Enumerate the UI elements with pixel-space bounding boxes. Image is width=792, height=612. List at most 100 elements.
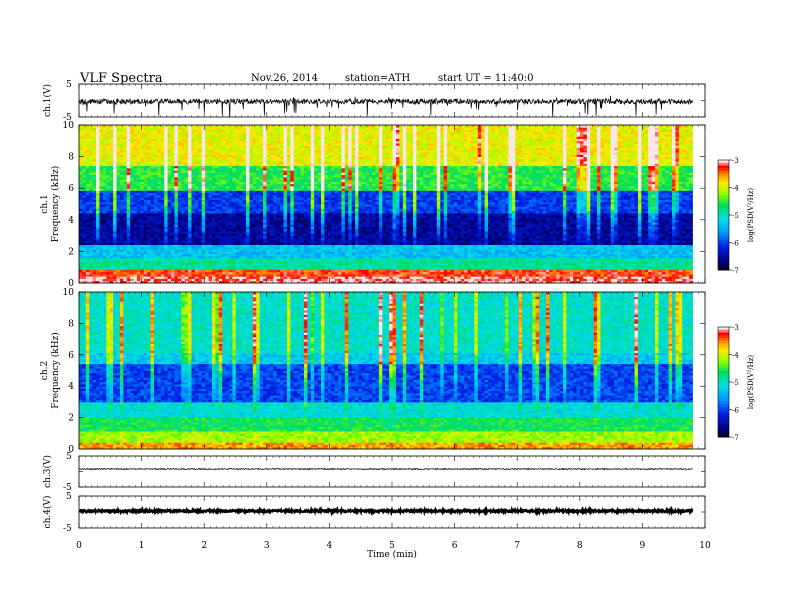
ch1-spectrogram-cell	[419, 273, 424, 277]
ch1-spectrogram-cell	[634, 262, 639, 266]
ch1-spectrogram-cell	[658, 249, 663, 252]
ch1-spectrogram-cell	[539, 246, 543, 250]
ch1-spectrogram-cell	[658, 273, 663, 277]
ch1-spectrogram-cell	[293, 269, 298, 273]
ch1-spectrogram-cell	[286, 278, 291, 282]
ch1-spectrogram-cell	[491, 267, 496, 270]
ch1-spectrogram-cell	[580, 253, 584, 257]
ch1-spectrogram-cell	[89, 267, 94, 270]
ch1-spectrogram-cell	[79, 273, 83, 277]
ch1-spectrogram-cell	[440, 244, 445, 248]
ch1-spectrogram-cell	[358, 242, 363, 246]
ch1-spectrogram-cell	[239, 264, 243, 268]
ch1-spectrogram-cell	[409, 264, 414, 268]
ch1-spectrogram-cell	[228, 280, 233, 284]
ch1-spectrogram-cell	[426, 262, 431, 266]
ch1-spectrogram-cell	[269, 267, 274, 270]
ch1-spectrogram-cell	[433, 278, 438, 282]
ch1-spectrogram-cell	[314, 271, 318, 275]
ch1-spectrogram-cell	[614, 258, 618, 261]
ch1-spectrogram-cell	[542, 264, 547, 268]
ch1-spectrogram-cell	[583, 255, 588, 259]
ch1-spectrogram-cell	[494, 264, 499, 268]
ch1-spectrogram-cell	[194, 258, 199, 261]
ch1-spectrogram-cell	[119, 242, 124, 246]
ch1-spectrogram-cell	[603, 258, 608, 261]
ch1-spectrogram-cell	[395, 258, 400, 261]
ch1-spectrogram-cell	[457, 280, 462, 284]
ch1-spectrogram-cell	[225, 246, 230, 250]
ch1-spectrogram-cell	[191, 264, 196, 268]
ch1-spectrogram-cell	[198, 278, 203, 282]
ch1-spectrogram-cell	[501, 242, 506, 246]
ch1-spectrogram-cell	[522, 280, 526, 284]
ch1-spectrogram-cell	[242, 264, 247, 268]
ch1-spectrogram-cell	[300, 240, 305, 243]
ch1-spectrogram-cell	[450, 242, 455, 246]
ch1-spectrogram-cell	[580, 269, 584, 273]
ch1-spectrogram-cell	[341, 258, 346, 261]
ch1-spectrogram-cell	[116, 278, 121, 282]
ch1-spectrogram-cell	[201, 269, 206, 273]
ch1-spectrogram-cell	[583, 273, 588, 277]
ch1-spectrogram-cell	[569, 267, 574, 270]
ch1-spectrogram-cell	[603, 246, 608, 250]
ch1-spectrogram-cell	[470, 249, 475, 252]
ch1-spectrogram-cell	[143, 251, 148, 255]
ch1-spectrogram-cell	[177, 262, 182, 266]
ch1-spectrogram-cell	[338, 271, 342, 275]
ch1-spectrogram-cell	[351, 242, 356, 246]
ch1-spectrogram-cell	[528, 280, 533, 284]
ch1-spectrogram-cell	[460, 255, 465, 259]
ch1-spectrogram-cell	[637, 249, 642, 252]
ch1-spectrogram-cell	[348, 258, 353, 261]
ch1-spectrogram-cell	[164, 244, 169, 248]
ch1-spectrogram-cell	[453, 267, 458, 270]
ch1-spectrogram-cell	[634, 278, 639, 282]
ch1-spectrogram-cell	[481, 251, 485, 255]
ch1-spectrogram-cell	[651, 246, 656, 250]
ch1-spectrogram-cell	[678, 271, 683, 275]
ch1-spectrogram-cell	[259, 242, 264, 246]
ch1-spectrogram-cell	[457, 242, 462, 246]
ch1-spectrogram-cell	[562, 242, 567, 246]
ch1-spectrogram-cell	[126, 251, 131, 255]
ch1-spectrogram-cell	[307, 246, 312, 250]
ch1-spectrogram-cell	[385, 255, 390, 259]
ch1-spectrogram-cell	[549, 269, 554, 273]
ch1-spectrogram-cell	[378, 260, 383, 264]
ch1-spectrogram-cell	[447, 258, 451, 261]
ch1-spectrogram-cell	[549, 258, 554, 261]
ch1-spectrogram-cell	[620, 253, 625, 257]
ch1-spectrogram-cell	[562, 260, 567, 264]
ch1-spectrogram-cell	[678, 251, 683, 255]
ch1-spectrogram-cell	[569, 244, 574, 248]
ch1-spectrogram-cell	[375, 242, 380, 246]
ch1-spectrogram-cell	[235, 271, 240, 275]
ch1-spectrogram-cell	[505, 264, 509, 268]
ch1-spectrogram-cell	[580, 244, 584, 248]
ch1-spectrogram-cell	[218, 264, 223, 268]
ch1-spectrogram-cell	[487, 264, 492, 268]
ch1-spectrogram-cell	[685, 267, 690, 270]
ch1-spectrogram-cell	[280, 273, 284, 277]
ch1-spectrogram-cell	[153, 246, 158, 250]
ch1-spectrogram-cell	[123, 267, 128, 270]
ch1-spectrogram-cell	[675, 255, 680, 259]
ch1-spectrogram-cell	[624, 255, 629, 259]
ch1-spectrogram-cell	[501, 271, 506, 275]
ch1-spectrogram-cell	[600, 273, 605, 277]
ch1-spectrogram-cell	[590, 242, 595, 246]
ch1-spectrogram-cell	[201, 264, 206, 268]
ch1-spectrogram-cell	[252, 255, 257, 259]
ch1-spectrogram-cell	[508, 258, 513, 261]
ch1-spectrogram-cell	[399, 276, 404, 279]
ch1-spectrogram-cell	[583, 253, 588, 257]
ch1-spectrogram-cell	[413, 253, 417, 257]
ch1-spectrogram-cell	[246, 260, 250, 264]
ch1-spectrogram-cell	[263, 244, 267, 248]
ch1-spectrogram-cell	[79, 244, 83, 248]
ch1-spectrogram-cell	[147, 244, 151, 248]
ch1-spectrogram-cell	[672, 258, 676, 261]
ch1-spectrogram-cell	[610, 242, 615, 246]
